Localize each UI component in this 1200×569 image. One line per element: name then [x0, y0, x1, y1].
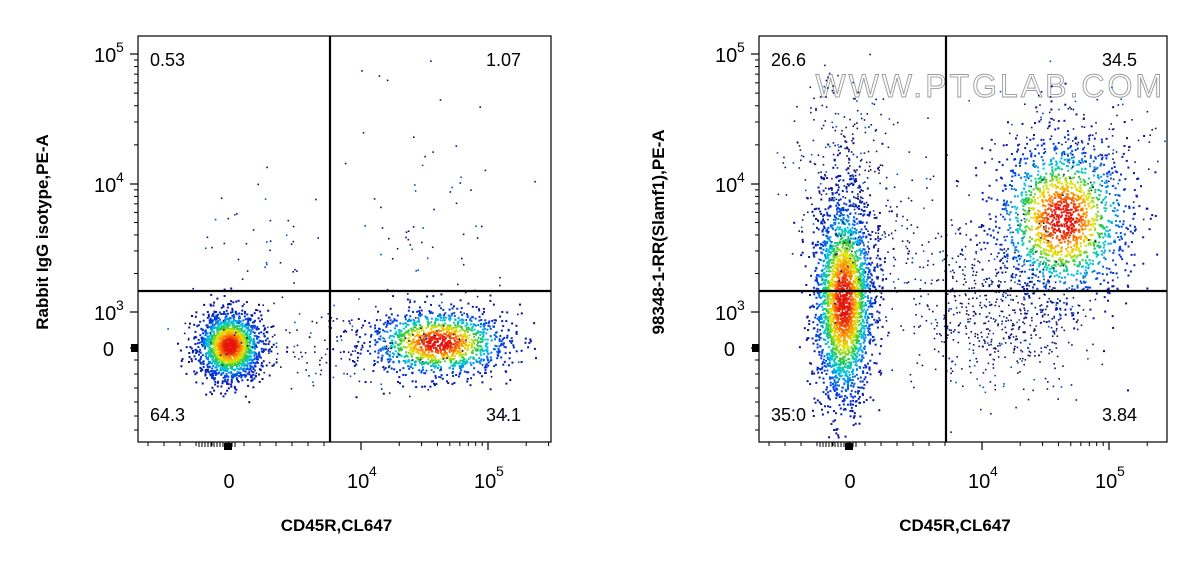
- event-dots: [167, 60, 537, 417]
- y-tick-exponent: 3: [737, 297, 745, 313]
- x-tick-exponent: 5: [1117, 463, 1125, 479]
- y-tick-label: 10: [94, 175, 116, 197]
- y-axis: 10 510 410 30: [715, 39, 759, 431]
- x-tick-label: 0: [223, 471, 234, 493]
- quadrant-upper-left-percent: 0.53: [150, 50, 185, 70]
- y-tick-exponent: 3: [116, 297, 124, 313]
- x-tick-exponent: 4: [990, 463, 998, 479]
- plot-frame: [137, 35, 552, 443]
- x-tick-label: 10: [968, 471, 990, 493]
- quadrant-lower-left-percent: 35.0: [771, 405, 806, 425]
- y-tick-label: 10: [715, 303, 737, 325]
- y-tick-exponent: 5: [737, 39, 745, 55]
- y-tick-label: 10: [715, 45, 737, 67]
- population-2: [955, 82, 1159, 392]
- event-dots: [776, 53, 1166, 439]
- population-1: [792, 137, 910, 439]
- x-axis: 0 10 4 10 5: [147, 442, 550, 493]
- y-tick-label: 10: [94, 303, 116, 325]
- quadrant-upper-right-percent: 34.5: [1102, 50, 1137, 70]
- x-tick-label: 10: [1095, 471, 1117, 493]
- quadrant-upper-right-percent: 1.07: [486, 50, 521, 70]
- quadrant-lower-right-percent: 3.84: [1102, 405, 1137, 425]
- y-tick-label: 10: [94, 45, 116, 67]
- x-tick-label: 10: [474, 471, 496, 493]
- quadrant-upper-left-percent: 26.6: [771, 50, 806, 70]
- plot-frame: [758, 35, 1168, 443]
- x-axis-label: CD45R,CL647: [281, 516, 393, 535]
- y-tick-exponent: 4: [737, 169, 745, 185]
- x-axis: 0 10 4 10 5: [768, 442, 1148, 493]
- y-axis-label: Rabbit IgG isotype,PE-A: [33, 134, 52, 330]
- y-axis-label: 98348-1-RR(Slamf1),PE-A: [649, 129, 668, 334]
- y-tick-exponent: 4: [116, 169, 124, 185]
- population-2: [328, 293, 537, 417]
- quadrant-lower-left-percent: 64.3: [150, 405, 185, 425]
- x-tick-label: 10: [347, 471, 369, 493]
- quadrant-lower-right-percent: 34.1: [486, 405, 521, 425]
- watermark-text: WWW.PTGLAB.COM: [815, 68, 1165, 104]
- x-tick-label: 0: [844, 471, 855, 493]
- y-tick-label: 0: [724, 339, 735, 361]
- y-axis: 10 510 410 30: [94, 39, 138, 431]
- x-axis-label: CD45R,CL647: [899, 516, 1011, 535]
- y-tick-label: 10: [715, 175, 737, 197]
- y-tick-label: 0: [103, 339, 114, 361]
- x-tick-exponent: 5: [496, 463, 504, 479]
- population-1: [177, 287, 289, 404]
- y-tick-exponent: 5: [116, 39, 124, 55]
- x-tick-exponent: 4: [369, 463, 377, 479]
